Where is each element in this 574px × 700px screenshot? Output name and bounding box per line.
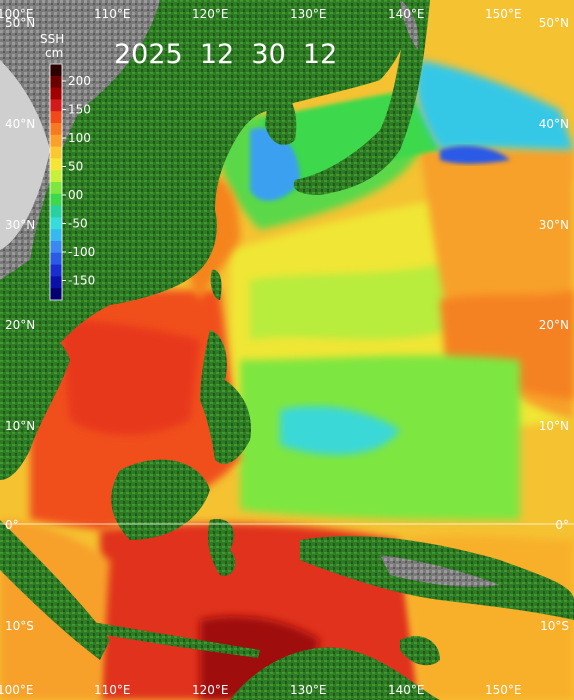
unit-label: cm [45, 46, 63, 60]
colorbar-swatch [50, 241, 62, 254]
lat-label-right: 30°N [539, 218, 569, 232]
colorbar-tick-label: -150 [68, 274, 95, 288]
lat-label-left: 40°N [5, 117, 35, 131]
colorbar-swatch [50, 205, 62, 218]
colorbar-swatch [50, 182, 62, 195]
lat-label-right: 10°N [539, 419, 569, 433]
colorbar-swatch [50, 252, 62, 266]
lat-label-right: 10°S [540, 619, 569, 633]
colorbar-swatch [50, 170, 62, 183]
colorbar-swatch [50, 193, 62, 207]
variable-label: SSH [40, 32, 64, 46]
lon-label-top: 100°E [0, 7, 34, 21]
lat-labels-left: 50°N 40°N 30°N 20°N 10°N 0° 10°S [5, 16, 35, 633]
lat-label-right: 40°N [539, 117, 569, 131]
lon-labels-top: 100°E 110°E 120°E 130°E 140°E 150°E [0, 7, 522, 21]
lat-label-right: 0° [555, 518, 569, 532]
lon-label-top: 120°E [192, 7, 229, 21]
lon-label-top: 130°E [290, 7, 327, 21]
lon-label-top: 110°E [94, 7, 131, 21]
colorbar-swatch [50, 229, 62, 242]
lon-label-bottom: 140°E [388, 683, 425, 697]
colorbar-swatch [50, 64, 62, 77]
lat-labels-right: 50°N 40°N 30°N 20°N 10°N 0° 10°S [539, 16, 569, 633]
colorbar-tick-label: -50 [68, 217, 88, 231]
lon-label-top: 140°E [388, 7, 425, 21]
lon-label-bottom: 100°E [0, 683, 34, 697]
lat-label-left: 20°N [5, 318, 35, 332]
lon-label-bottom: 120°E [192, 683, 229, 697]
date-title: 2025 12 30 12 [114, 39, 337, 70]
lat-label-right: 20°N [539, 318, 569, 332]
lat-label-left: 0° [5, 518, 19, 532]
colorbar-swatch [50, 99, 62, 112]
lon-labels-bottom: 100°E 110°E 120°E 130°E 140°E 150°E [0, 683, 522, 697]
colorbar-tick-label: 00 [68, 188, 83, 202]
colorbar-swatch [50, 87, 62, 100]
lat-label-left: 10°S [5, 619, 34, 633]
colorbar-swatch [50, 134, 62, 148]
colorbar-swatch [50, 123, 62, 136]
colorbar-tick-label: 150 [68, 103, 91, 117]
lat-label-right: 50°N [539, 16, 569, 30]
lon-label-bottom: 130°E [290, 683, 327, 697]
lat-label-left: 10°N [5, 419, 35, 433]
colorbar-swatch [50, 111, 62, 124]
lat-label-left: 30°N [5, 218, 35, 232]
lat-label-left: 50°N [5, 16, 35, 30]
colorbar: 200 150 100 50 00 -50 -100 -150 [49, 63, 95, 301]
colorbar-swatch [50, 158, 62, 171]
colorbar-swatch [50, 288, 62, 301]
colorbar-tick-label: 50 [68, 160, 83, 174]
lon-label-bottom: 150°E [485, 683, 522, 697]
colorbar-swatch [50, 217, 62, 230]
colorbar-tick-label: -100 [68, 245, 95, 259]
colorbar-swatch [50, 75, 62, 89]
colorbar-swatch [50, 264, 62, 277]
colorbar-tick-label: 100 [68, 131, 91, 145]
lon-label-bottom: 110°E [94, 683, 131, 697]
colorbar-swatch [50, 146, 62, 159]
colorbar-swatch [50, 276, 62, 289]
colorbar-tick-label: 200 [68, 74, 91, 88]
lon-label-top: 150°E [485, 7, 522, 21]
